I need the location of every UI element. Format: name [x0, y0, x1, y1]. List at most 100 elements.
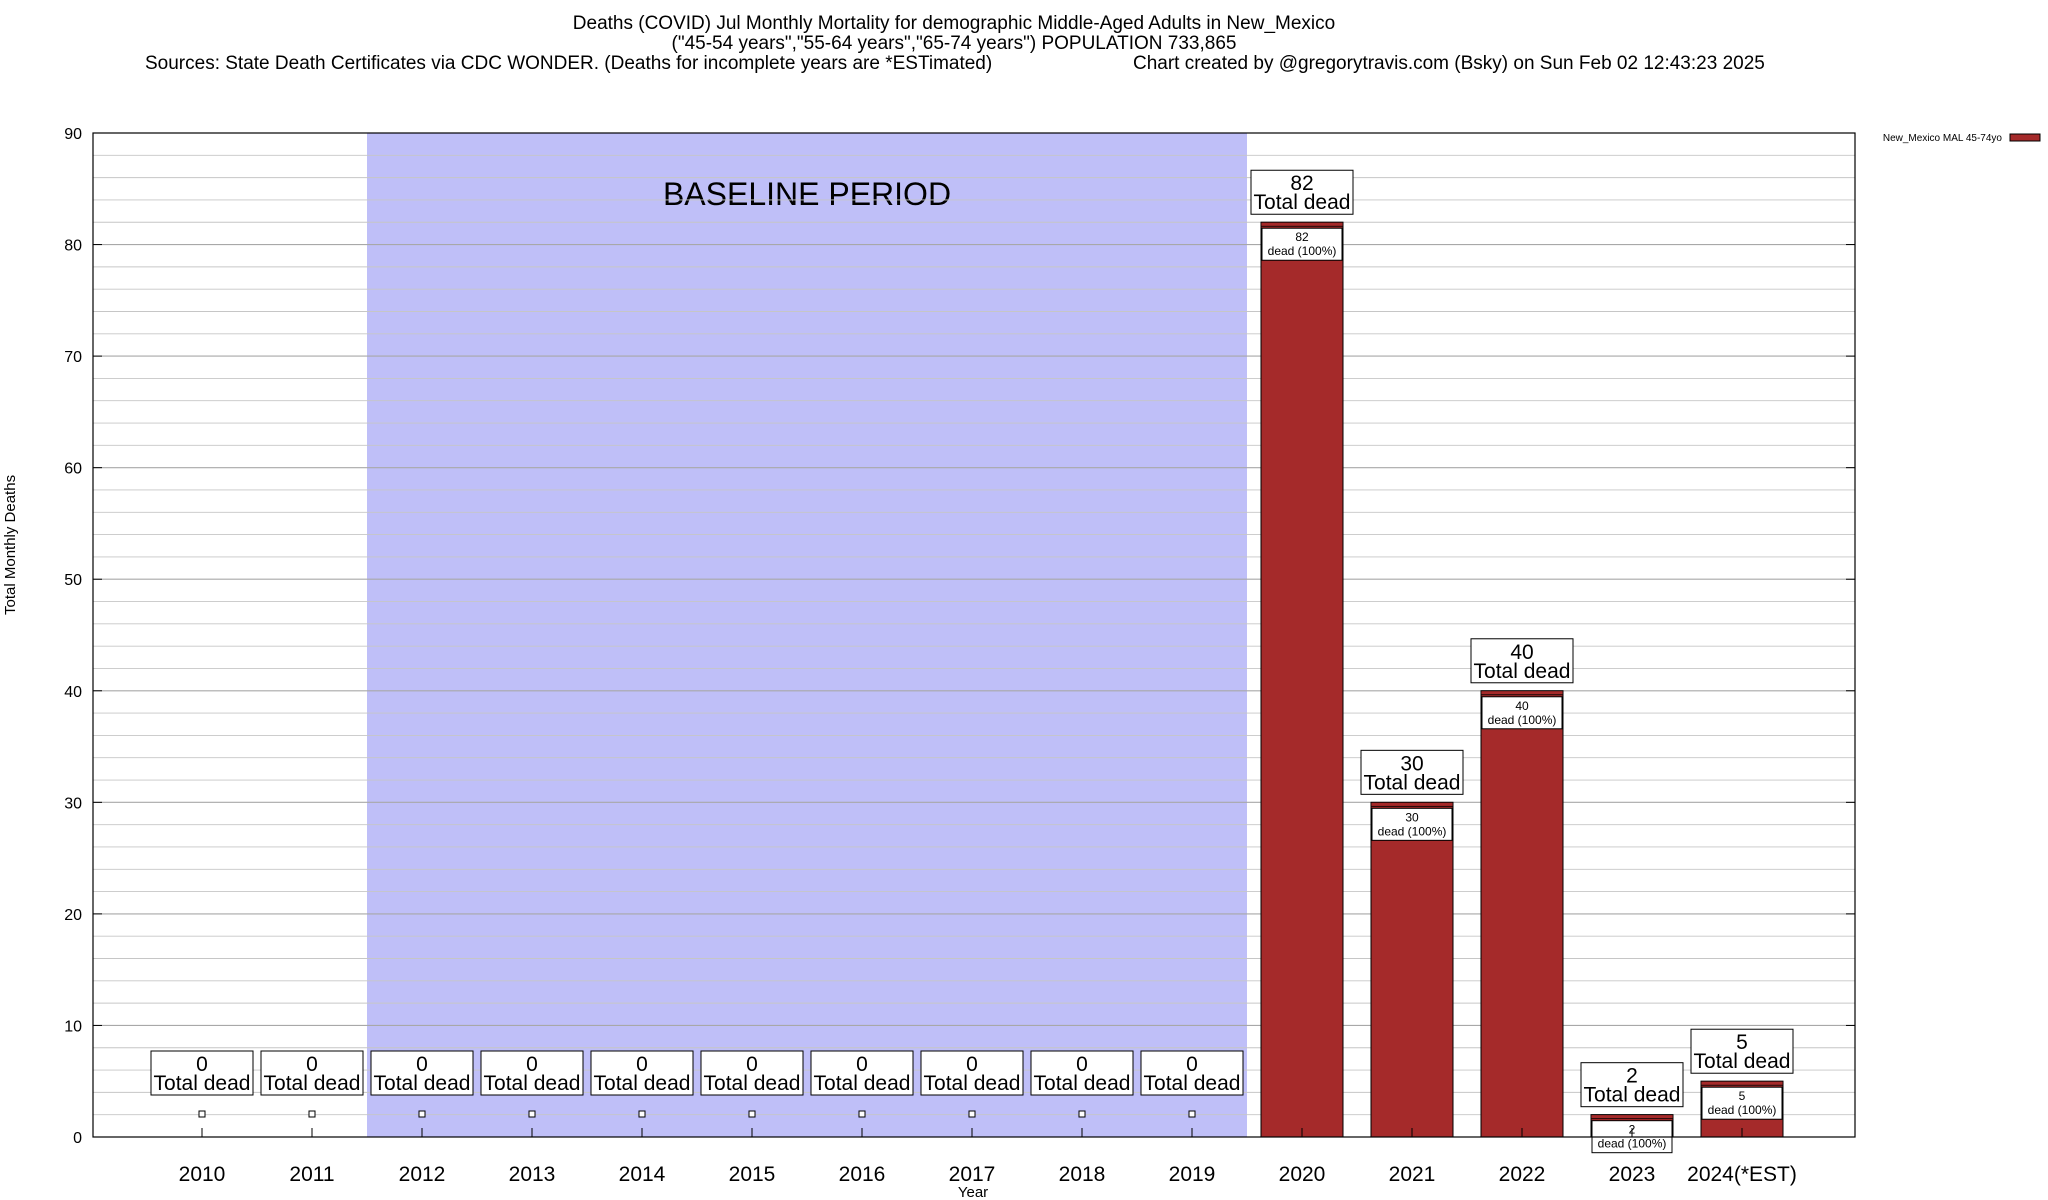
total-label: Total dead: [924, 1072, 1021, 1095]
bar-cap: [1260, 221, 1344, 227]
total-value: 0: [636, 1053, 648, 1076]
total-value: 0: [746, 1053, 758, 1076]
total-value: 0: [966, 1053, 978, 1076]
bar: [1260, 221, 1344, 1138]
bar-inner-percent: dead (100%): [1378, 824, 1447, 838]
total-value: 5: [1736, 1031, 1748, 1054]
bar-cap: [1480, 690, 1564, 696]
zero-marker: [858, 1110, 866, 1118]
x-axis-label: Year: [958, 1184, 988, 1200]
y-tick-label: 40: [64, 684, 82, 701]
x-tick-label: 2014: [619, 1163, 666, 1186]
total-label-box: [1250, 169, 1354, 215]
total-value: 0: [856, 1053, 868, 1076]
x-tick-label: 2021: [1389, 1163, 1436, 1186]
total-label: Total dead: [154, 1072, 251, 1095]
bar-inner-percent: dead (100%): [1708, 1103, 1777, 1117]
bar-inner-percent: dead (100%): [1598, 1137, 1667, 1151]
total-value: 2: [1626, 1065, 1638, 1088]
total-label: Total dead: [1474, 660, 1571, 683]
bar-inner-label-box: [1701, 1086, 1783, 1120]
total-label: Total dead: [704, 1072, 801, 1095]
total-label-box: [480, 1050, 584, 1096]
total-value: 0: [1076, 1053, 1088, 1076]
bar-inner-value: 40: [1515, 699, 1529, 713]
y-tick-label: 60: [64, 461, 82, 478]
total-label-box: [1140, 1050, 1244, 1096]
total-label-box: [590, 1050, 694, 1096]
x-tick-label: 2015: [729, 1163, 776, 1186]
total-label: Total dead: [1694, 1050, 1791, 1073]
y-tick-label: 70: [64, 349, 82, 366]
bar-cap: [1370, 801, 1454, 807]
total-label: Total dead: [484, 1072, 581, 1095]
chart-subtitle: ("45-54 years","55-64 years","65-74 year…: [671, 33, 1237, 54]
total-label-box: [150, 1050, 254, 1096]
zero-marker: [968, 1110, 976, 1118]
total-value: 0: [196, 1053, 208, 1076]
total-value: 0: [416, 1053, 428, 1076]
total-label-box: [260, 1050, 364, 1096]
zero-marker: [1188, 1110, 1196, 1118]
bar: [1370, 801, 1454, 1138]
bar-inner-percent: dead (100%): [1268, 244, 1337, 258]
bar: [1480, 690, 1564, 1138]
total-label-box: [1030, 1050, 1134, 1096]
bar-inner-value: 5: [1739, 1089, 1746, 1103]
y-tick-label: 10: [64, 1018, 82, 1035]
x-tick-label: 2017: [949, 1163, 996, 1186]
total-value: 0: [1186, 1053, 1198, 1076]
x-tick-label: 2024(*EST): [1687, 1163, 1797, 1186]
legend-swatch: [2009, 133, 2041, 142]
y-tick-label: 0: [73, 1130, 82, 1147]
bar-inner-percent: dead (100%): [1488, 713, 1557, 727]
total-value: 40: [1510, 641, 1533, 664]
total-label-box: [700, 1050, 804, 1096]
x-tick-label: 2011: [289, 1163, 334, 1186]
total-label: Total dead: [1584, 1084, 1681, 1107]
total-label-box: [810, 1050, 914, 1096]
total-label: Total dead: [1254, 191, 1351, 214]
total-label: Total dead: [814, 1072, 911, 1095]
zero-marker: [748, 1110, 756, 1118]
total-label: Total dead: [1034, 1072, 1131, 1095]
y-tick-label: 90: [64, 126, 82, 143]
chart-title: Deaths (COVID) Jul Monthly Mortality for…: [572, 13, 1336, 34]
bar-cap: [1590, 1114, 1674, 1120]
total-value: 30: [1400, 752, 1423, 775]
total-label-box: [1360, 749, 1464, 795]
total-label: Total dead: [1144, 1072, 1241, 1095]
total-label-box: [1690, 1028, 1794, 1074]
y-tick-label: 30: [64, 795, 82, 812]
total-label-box: [1470, 638, 1574, 684]
zero-marker: [198, 1110, 206, 1118]
total-label-box: [370, 1050, 474, 1096]
plot-frame: [92, 132, 1856, 1138]
y-tick-label: 80: [64, 238, 82, 255]
x-tick-label: 2012: [399, 1163, 446, 1186]
x-tick-label: 2023: [1609, 1163, 1656, 1186]
x-tick-label: 2010: [179, 1163, 226, 1186]
zero-marker: [308, 1110, 316, 1118]
total-label: Total dead: [594, 1072, 691, 1095]
total-value: 0: [526, 1053, 538, 1076]
total-value: 82: [1290, 172, 1313, 195]
credit-note: Chart created by @gregorytravis.com (Bsk…: [1133, 53, 1765, 74]
total-label: Total dead: [1364, 771, 1461, 794]
zero-marker: [1078, 1110, 1086, 1118]
y-tick-label: 20: [64, 907, 82, 924]
x-tick-label: 2013: [509, 1163, 556, 1186]
x-tick-label: 2018: [1059, 1163, 1106, 1186]
bar-inner-label-box: [1261, 227, 1343, 261]
baseline-label: BASELINE PERIOD: [663, 176, 951, 212]
sources-note: Sources: State Death Certificates via CD…: [145, 53, 993, 74]
bar-inner-label-box: [1371, 807, 1453, 841]
bar-inner-value: 82: [1295, 230, 1309, 244]
zero-marker: [528, 1110, 536, 1118]
baseline-region: [367, 133, 1247, 1137]
bar-inner-label-box: [1481, 696, 1563, 730]
total-label-box: [920, 1050, 1024, 1096]
legend-label: New_Mexico MAL 45-74yo: [1883, 133, 2003, 144]
x-tick-label: 2019: [1169, 1163, 1216, 1186]
